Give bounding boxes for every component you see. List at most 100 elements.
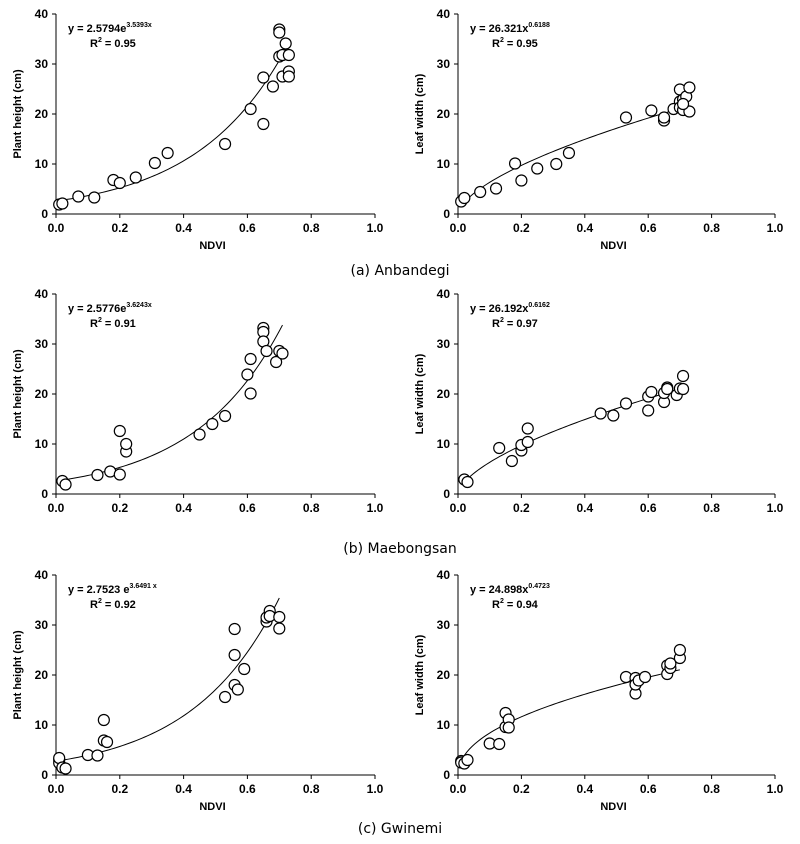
data-point [515,174,528,187]
y-tick-label: 0 [443,768,450,782]
data-point [607,409,620,422]
data-point [673,643,687,657]
data-point [56,197,69,210]
chart-anbandegi-leaf-width: 0.0 0.2 0.4 0.6 0.8 1.0 0 10 20 30 40 NDVI Leaf widt… [414,7,784,252]
y-tick-label: 20 [35,107,49,121]
y-tick-label: 40 [35,568,49,582]
data-point [100,735,114,749]
x-tick-label: 0.0 [48,782,65,796]
x-tick-label: 1.0 [367,221,384,235]
y-tick-label: 10 [35,157,49,171]
x-tick-label: 0.0 [450,501,467,515]
x-tick-label: 0.6 [640,782,657,796]
x-tick-label: 1.0 [767,782,784,796]
y-tick-label: 20 [437,107,451,121]
x-tick-label: 1.0 [367,782,384,796]
y-tick-label: 0 [41,207,48,221]
y-axis-label: Leaf width (cm) [414,634,426,715]
y-tick-label: 30 [35,57,49,71]
x-tick-label: 0.4 [576,501,593,515]
data-point [645,104,658,117]
data-point [521,422,534,435]
chart-maebongsan-leaf-width: 0.0 0.2 0.4 0.6 0.8 1.0 0 10 20 30 40 Leaf width (c… [414,287,784,515]
data-point [676,97,690,111]
r-squared: R2 = 0.91 [90,317,136,330]
data-point [282,70,295,83]
trend-curve [460,105,690,207]
y-tick-label: 0 [443,207,450,221]
y-axis-label: Leaf width (cm) [414,353,426,434]
data-point [594,407,607,420]
data-point [664,657,677,670]
x-axis-label: NDVI [600,240,626,252]
y-tick-label: 20 [35,387,49,401]
y-tick-label: 10 [35,437,49,451]
data-point [244,102,257,116]
x-tick-label: 0.4 [175,501,192,515]
x-tick-label: 0.2 [111,501,128,515]
data-point [120,437,133,451]
data-point [218,137,232,151]
data-point [458,191,471,205]
regression-equation: y = 26.192x0.6162 [470,302,550,315]
x-tick-label: 0.2 [513,782,530,796]
y-tick-label: 10 [437,718,451,732]
y-tick-label: 30 [35,618,49,632]
data-point [231,683,244,696]
chart-gwinemi-plant-height: 0.0 0.2 0.4 0.6 0.8 1.0 0 10 20 30 40 NDVI Plant hei… [12,568,384,813]
y-tick-label: 30 [437,57,451,71]
y-tick-label: 0 [41,768,48,782]
y-tick-label: 10 [437,437,451,451]
data-point [282,48,295,62]
x-tick-label: 0.2 [111,782,128,796]
y-tick-label: 40 [35,7,49,21]
y-tick-label: 0 [41,487,48,501]
y-tick-label: 30 [437,618,451,632]
data-point [461,475,474,489]
data-point [676,382,690,396]
y-tick-label: 10 [35,718,49,732]
data-point [657,111,671,124]
chart-maebongsan-plant-height: 0.0 0.2 0.4 0.6 0.8 1.0 0 10 20 30 40 Plant height … [12,287,384,515]
y-tick-label: 20 [437,387,451,401]
data-point [493,737,506,751]
y-tick-label: 30 [35,337,49,351]
data-point [645,385,658,399]
data-point [661,382,674,396]
x-tick-label: 0.4 [576,221,593,235]
r-squared: R2 = 0.95 [492,37,538,50]
y-tick-label: 20 [437,668,451,682]
data-point [59,762,72,775]
data-point [206,417,219,431]
data-point [241,368,254,381]
data-point [619,111,633,124]
data-point [218,690,232,704]
x-tick-label: 0.4 [576,782,593,796]
data-point [502,721,515,734]
regression-equation: y = 2.5776e3.6243x [68,302,152,315]
data-point [113,176,126,190]
data-point [562,146,576,160]
data-point [257,117,270,131]
y-tick-label: 40 [437,568,451,582]
x-tick-label: 0.6 [640,501,657,515]
y-tick-label: 40 [437,287,451,301]
caption-gwinemi: (c) Gwinemi [358,821,442,837]
data-point [129,171,142,184]
regression-equation: y = 26.321x0.6188 [470,22,550,35]
data-point [531,162,544,175]
x-axis-label: NDVI [199,240,225,252]
y-tick-label: 40 [437,7,451,21]
data-point [91,749,104,762]
data-point [521,435,534,449]
caption-maebongsan: (b) Maebongsan [343,541,457,557]
data-point [493,441,506,455]
data-point [228,622,241,636]
data-point [461,753,474,767]
x-tick-label: 0.8 [303,501,320,515]
x-tick-label: 0.0 [450,782,467,796]
regression-equation: y = 2.5794e3.5393x [68,22,152,35]
data-point [266,80,280,93]
data-point [676,369,690,383]
data-point [489,182,503,195]
